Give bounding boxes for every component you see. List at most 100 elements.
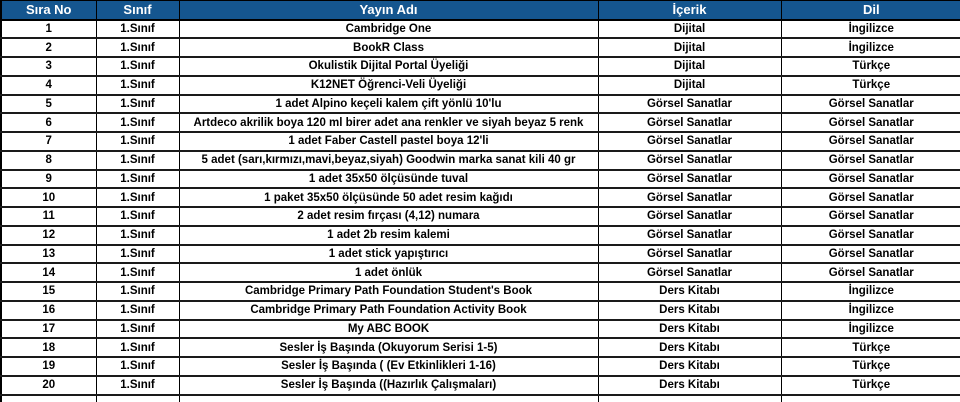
- cell-dil: İngilizce: [780, 299, 960, 321]
- table-row: 10 1.Sınıf 1 paket 35x50 ölçüsünde 50 adet…: [0, 187, 960, 208]
- cell-sira-no: 17: [0, 318, 97, 340]
- cell-dil: Görsel Sanatlar: [780, 149, 960, 171]
- cell-icerik: Ders Kitabı: [597, 337, 782, 358]
- cell-dil: Görsel Sanatlar: [780, 243, 960, 265]
- cell-dil: Türkçe: [780, 374, 960, 396]
- cell-dil: Görsel Sanatlar: [780, 168, 960, 190]
- cell-yayin-adi: Sesler İş Başında ( (Ev Etkinlikleri 1-1…: [178, 356, 599, 377]
- cell-yayin-adi: 1 adet önlük: [178, 262, 599, 283]
- cell-sira-no: 10: [0, 187, 97, 208]
- cell-sira-no: 2: [0, 37, 97, 58]
- cell-yayin-adi: K12NET Öğrenci-Veli Üyeliği: [178, 74, 599, 96]
- cell-sira-no: 19: [0, 356, 97, 377]
- cell-yayin-adi: 1 adet 35x50 ölçüsünde tuval: [178, 168, 599, 190]
- cell-yayin-adi: Cambridge One: [178, 18, 599, 40]
- cell-sinif: 1.Sınıf: [95, 206, 180, 227]
- cell-yayin-adi: Sesler İş Başında ((Hazırlık Çalışmaları…: [178, 374, 599, 396]
- cell-dil: İngilizce: [780, 37, 960, 58]
- cell-icerik: Dijital: [597, 56, 782, 77]
- header-cell-sinif: Sınıf: [95, 0, 180, 21]
- header-row: Sıra No Sınıf Yayın Adı İçerik Dil: [0, 0, 960, 21]
- cell-sinif: 1.Sınıf: [95, 187, 180, 208]
- table-row: 5 1.Sınıf 1 adet Alpino keçeli kalem çift …: [0, 93, 960, 115]
- table-row: 8 1.Sınıf 5 adet (sarı,kırmızı,mavi,beyaz,…: [0, 149, 960, 171]
- cell-sira-no: 20: [0, 374, 97, 396]
- cell-icerik: Görsel Sanatlar: [597, 168, 782, 190]
- table-row: 4 1.Sınıf K12NET Öğrenci-Veli Üyeliği Dijit…: [0, 74, 960, 96]
- cell-sira-no: 11: [0, 206, 97, 227]
- cell-sira-no: 6: [0, 112, 97, 133]
- cell-dil: Görsel Sanatlar: [780, 187, 960, 208]
- cell-icerik: Ders Kitabı: [597, 299, 782, 321]
- cell-sinif: [95, 393, 180, 402]
- table-row: 17 1.Sınıf My ABC BOOK Ders Kitabı İngilizce: [0, 318, 960, 340]
- cell-yayin-adi: Sesler İş Başında (Okuyorum Serisi 1-5): [178, 337, 599, 358]
- cell-sinif: 1.Sınıf: [95, 149, 180, 171]
- cell-icerik: Görsel Sanatlar: [597, 187, 782, 208]
- table-row: 14 1.Sınıf 1 adet önlük Görsel Sanatlar Görs…: [0, 262, 960, 283]
- cell-icerik: Görsel Sanatlar: [597, 131, 782, 152]
- table-row-partial: [0, 393, 960, 402]
- cell-sinif: 1.Sınıf: [95, 168, 180, 190]
- table-row: 6 1.Sınıf Artdeco akrilik boya 120 ml bire…: [0, 112, 960, 133]
- cell-yayin-adi: Cambridge Primary Path Foundation Activi…: [178, 299, 599, 321]
- table-row: 12 1.Sınıf 1 adet 2b resim kalemi Görsel Sa…: [0, 224, 960, 246]
- cell-dil: İngilizce: [780, 318, 960, 340]
- cell-sira-no: 1: [0, 18, 97, 40]
- cell-sira-no: 16: [0, 299, 97, 321]
- cell-dil: Türkçe: [780, 74, 960, 96]
- cell-sinif: 1.Sınıf: [95, 243, 180, 265]
- cell-sinif: 1.Sınıf: [95, 281, 180, 302]
- cell-sinif: 1.Sınıf: [95, 224, 180, 246]
- table-row: 1 1.Sınıf Cambridge One Dijital İngilizce: [0, 18, 960, 40]
- cell-sinif: 1.Sınıf: [95, 299, 180, 321]
- cell-dil: Görsel Sanatlar: [780, 93, 960, 115]
- cell-dil: Görsel Sanatlar: [780, 112, 960, 133]
- cell-sira-no: 3: [0, 56, 97, 77]
- table-header: Sıra No Sınıf Yayın Adı İçerik Dil: [0, 0, 960, 21]
- cell-icerik: Dijital: [597, 18, 782, 40]
- table-row: 20 1.Sınıf Sesler İş Başında ((Hazırlık Ça…: [0, 374, 960, 396]
- cell-dil: Görsel Sanatlar: [780, 206, 960, 227]
- cell-sinif: 1.Sınıf: [95, 56, 180, 77]
- cell-sira-no: 14: [0, 262, 97, 283]
- cell-dil: Görsel Sanatlar: [780, 131, 960, 152]
- table-row: 13 1.Sınıf 1 adet stick yapıştırıcı Görsel …: [0, 243, 960, 265]
- cell-icerik: Görsel Sanatlar: [597, 112, 782, 133]
- cell-dil: Türkçe: [780, 56, 960, 77]
- cell-icerik: [597, 393, 782, 402]
- table-row: 3 1.Sınıf Okulistik Dijital Portal Üyeliği…: [0, 56, 960, 77]
- cell-yayin-adi: [178, 393, 599, 402]
- cell-icerik: Görsel Sanatlar: [597, 262, 782, 283]
- cell-icerik: Görsel Sanatlar: [597, 149, 782, 171]
- cell-sinif: 1.Sınıf: [95, 37, 180, 58]
- cell-icerik: Görsel Sanatlar: [597, 224, 782, 246]
- cell-icerik: Ders Kitabı: [597, 318, 782, 340]
- cell-sira-no: 4: [0, 74, 97, 96]
- cell-yayin-adi: 1 adet 2b resim kalemi: [178, 224, 599, 246]
- cell-dil: Görsel Sanatlar: [780, 224, 960, 246]
- cell-icerik: Ders Kitabı: [597, 281, 782, 302]
- cell-sinif: 1.Sınıf: [95, 356, 180, 377]
- cell-yayin-adi: BookR Class: [178, 37, 599, 58]
- cell-dil: Türkçe: [780, 337, 960, 358]
- cell-sira-no: 9: [0, 168, 97, 190]
- cell-sira-no: 8: [0, 149, 97, 171]
- cell-icerik: Görsel Sanatlar: [597, 206, 782, 227]
- cell-yayin-adi: 1 adet Faber Castell pastel boya 12'li: [178, 131, 599, 152]
- cell-yayin-adi: Cambridge Primary Path Foundation Studen…: [178, 281, 599, 302]
- header-cell-dil: Dil: [780, 0, 960, 21]
- cell-icerik: Ders Kitabı: [597, 374, 782, 396]
- header-cell-sira-no: Sıra No: [0, 0, 97, 21]
- cell-sinif: 1.Sınıf: [95, 112, 180, 133]
- cell-yayin-adi: 2 adet resim fırçası (4,12) numara: [178, 206, 599, 227]
- cell-yayin-adi: 1 adet Alpino keçeli kalem çift yönlü 10…: [178, 93, 599, 115]
- cell-icerik: Ders Kitabı: [597, 356, 782, 377]
- cell-icerik: Dijital: [597, 74, 782, 96]
- table-row: 11 1.Sınıf 2 adet resim fırçası (4,12) num…: [0, 206, 960, 227]
- cell-sira-no: 12: [0, 224, 97, 246]
- table-row: 15 1.Sınıf Cambridge Primary Path Foundati…: [0, 281, 960, 302]
- cell-sira-no: 5: [0, 93, 97, 115]
